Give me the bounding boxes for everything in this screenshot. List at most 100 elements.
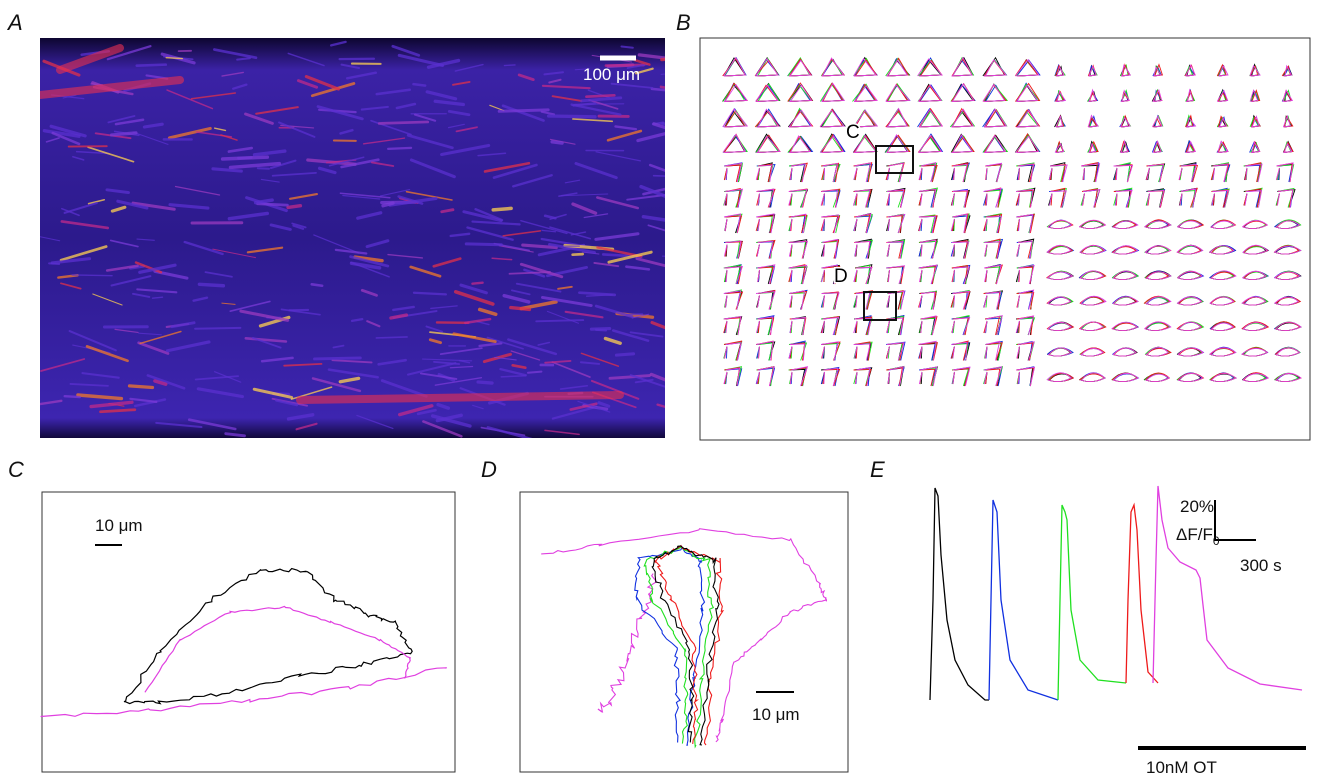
mini-trace [1275, 321, 1302, 332]
streak [551, 405, 598, 420]
mini-trace [1144, 321, 1172, 332]
streak [608, 374, 651, 380]
panel-label: E [870, 457, 885, 482]
streak [439, 347, 483, 355]
mini-trace [1080, 270, 1107, 281]
streak [110, 205, 127, 213]
streak [435, 413, 463, 423]
mini-trace [819, 109, 846, 128]
streak [428, 338, 442, 345]
streak [350, 318, 364, 323]
streak [87, 146, 135, 163]
streak [569, 402, 598, 411]
streak [471, 220, 521, 226]
streak [227, 211, 270, 221]
mini-trace [1218, 117, 1228, 128]
streak [515, 282, 562, 293]
mini-trace [821, 82, 844, 102]
mini-trace [822, 291, 839, 310]
streak [339, 128, 354, 135]
mini-trace [821, 292, 840, 310]
mini-trace [1120, 139, 1129, 153]
mini-trace [789, 290, 806, 310]
streak [155, 421, 203, 429]
streak [109, 239, 139, 248]
panel-label: C [8, 457, 24, 482]
mini-trace [1015, 188, 1034, 208]
mini-trace [853, 317, 872, 336]
mini-trace [788, 240, 808, 259]
scale-label: 10 μm [95, 516, 143, 535]
streak [607, 250, 653, 264]
mini-trace [1177, 321, 1202, 332]
streak [296, 391, 624, 404]
scale-bar [1214, 500, 1256, 541]
mini-trace [1016, 341, 1035, 361]
streak [232, 83, 248, 90]
streak [564, 179, 581, 184]
streak [174, 185, 221, 196]
streak [436, 402, 451, 410]
mini-trace [853, 189, 871, 208]
streak [252, 149, 287, 157]
mini-trace [1087, 114, 1099, 128]
mini-trace [724, 240, 741, 259]
streak [310, 82, 356, 98]
mini-trace [789, 264, 808, 285]
streak [345, 71, 378, 80]
streak [110, 131, 138, 137]
streak [502, 293, 531, 304]
mini-trace [886, 265, 906, 285]
streak [633, 58, 651, 66]
streak [433, 99, 465, 107]
mini-trace [1111, 321, 1138, 332]
streak [537, 341, 551, 346]
streak [366, 320, 381, 328]
mini-trace [951, 134, 974, 153]
streak [339, 192, 391, 199]
mini-trace [1112, 245, 1139, 255]
streak [134, 398, 167, 408]
streak [213, 48, 258, 60]
mini-trace [952, 290, 970, 310]
streak [340, 63, 361, 70]
mini-trace [1115, 189, 1133, 208]
streak [449, 232, 471, 238]
streak [278, 121, 316, 138]
panel-frame [41, 491, 456, 773]
mini-trace [1112, 372, 1139, 383]
mini-trace [983, 134, 1007, 153]
streak [60, 282, 82, 290]
streak [168, 203, 210, 210]
streak [375, 336, 408, 339]
streak [221, 302, 236, 305]
streak [342, 194, 381, 200]
streak [204, 271, 233, 278]
streak [494, 356, 517, 361]
mini-trace [757, 264, 776, 285]
streak [334, 248, 368, 255]
mini-trace [1144, 245, 1172, 255]
streak [40, 358, 86, 372]
streak [659, 85, 665, 89]
streak [631, 313, 650, 319]
mini-trace [821, 57, 845, 77]
streak [541, 84, 591, 90]
mini-trace [788, 109, 813, 128]
streak [220, 134, 238, 141]
mini-trace [722, 133, 746, 153]
mini-trace [918, 135, 943, 153]
mini-trace [1081, 189, 1101, 208]
streak [271, 171, 317, 177]
mini-trace [1282, 89, 1294, 102]
streak [239, 309, 290, 322]
streak [590, 379, 640, 400]
streak [425, 90, 458, 101]
streak [636, 132, 665, 143]
streak [59, 245, 108, 262]
streak [611, 329, 650, 342]
mini-trace [1242, 244, 1268, 255]
mini-trace [1144, 220, 1172, 230]
streak [426, 58, 461, 69]
